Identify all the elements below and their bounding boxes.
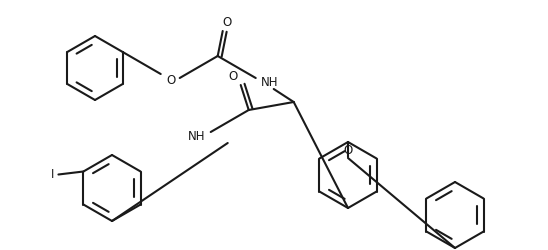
Text: O: O — [166, 74, 175, 88]
Text: O: O — [344, 144, 352, 156]
Text: O: O — [222, 16, 231, 30]
Text: NH: NH — [188, 130, 206, 142]
Text: NH: NH — [261, 76, 278, 88]
Text: I: I — [51, 168, 54, 181]
Text: O: O — [228, 70, 237, 84]
